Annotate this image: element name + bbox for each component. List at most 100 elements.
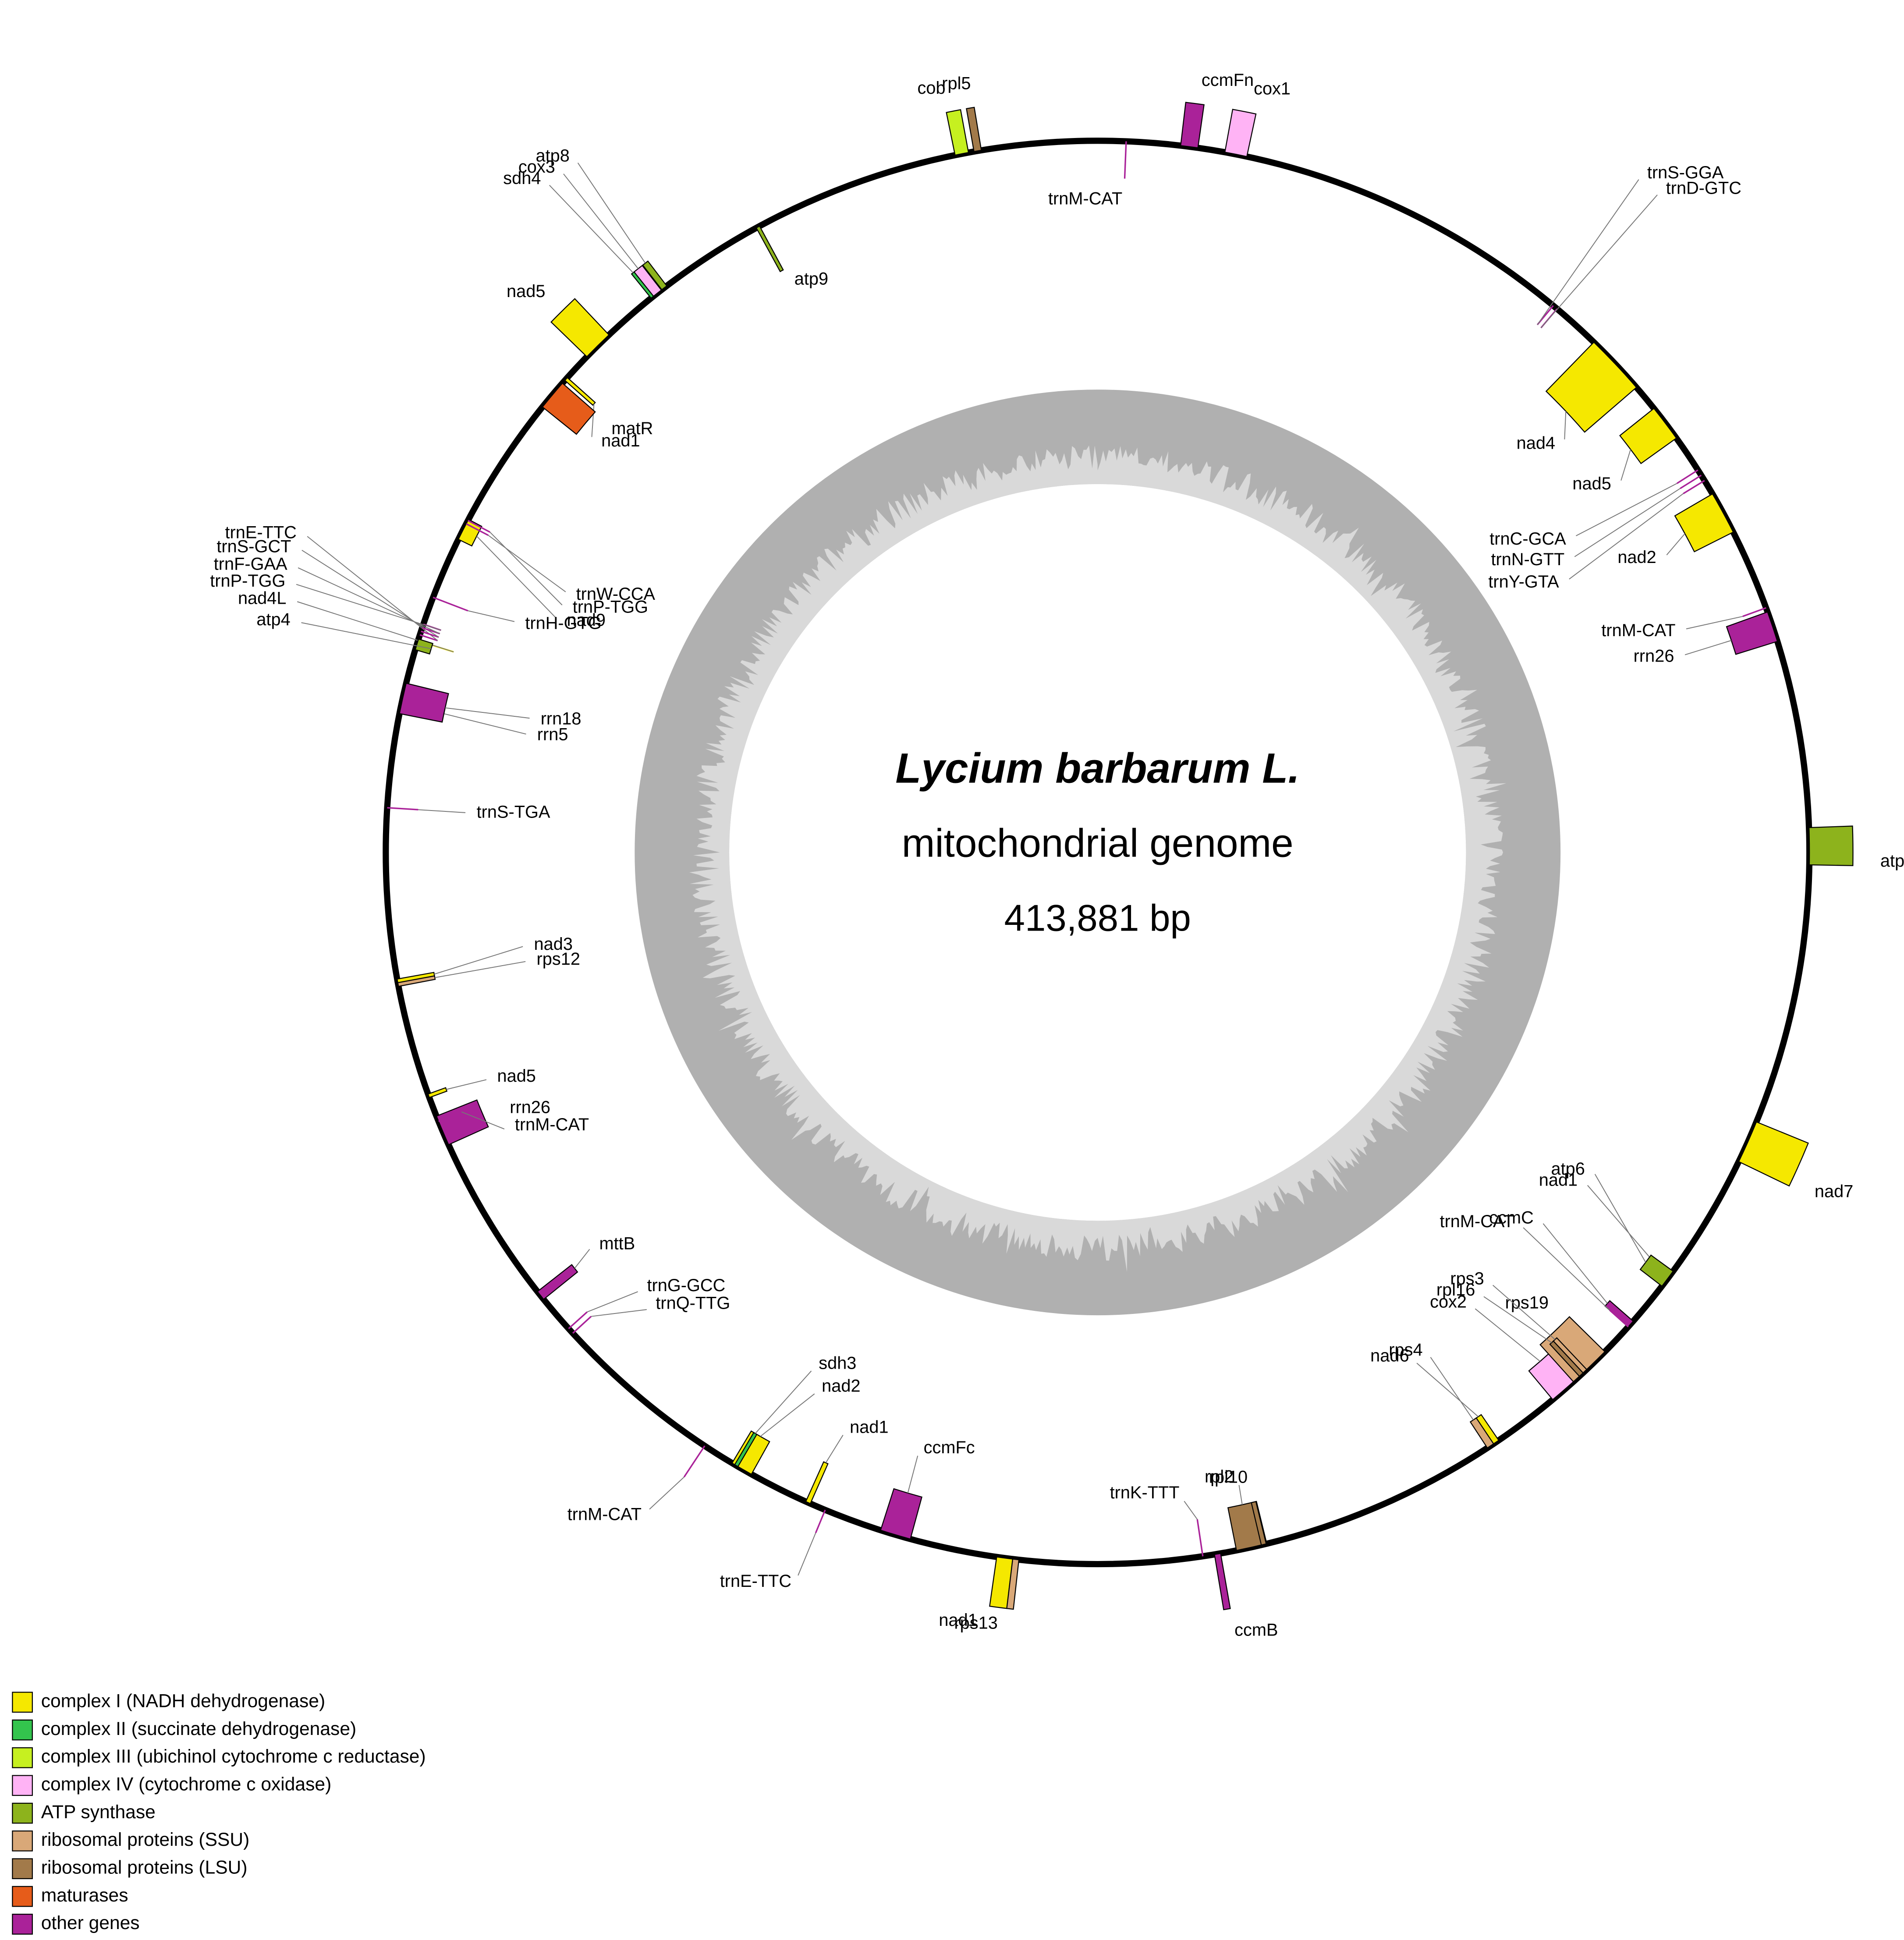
legend-label: ribosomal proteins (LSU) — [41, 1857, 248, 1878]
gene — [1180, 102, 1205, 149]
gene-label: nad1 — [850, 1417, 888, 1437]
gene — [946, 109, 969, 156]
leader-line — [1416, 1363, 1479, 1417]
leader-line — [468, 610, 515, 622]
trna-gene — [572, 1316, 592, 1334]
gene-label: matR — [611, 419, 653, 438]
gene — [805, 1461, 829, 1505]
trna-gene — [387, 807, 418, 811]
gene — [1214, 1553, 1231, 1611]
gene — [1639, 1254, 1674, 1287]
gene-label: cob — [917, 78, 945, 98]
trna-gene — [1683, 480, 1705, 495]
leader-line — [1594, 1174, 1646, 1263]
leader-line — [649, 1476, 684, 1510]
gene — [564, 377, 596, 406]
trna-gene — [466, 523, 489, 536]
leader-line — [1587, 1185, 1652, 1260]
leader-line — [825, 1434, 844, 1463]
legend-swatch — [12, 1802, 33, 1824]
gene-label: trnM-CAT — [515, 1115, 589, 1134]
leader-line — [434, 946, 523, 975]
gene-label: rps13 — [954, 1613, 997, 1632]
leader-line — [1686, 616, 1743, 630]
leader-line — [445, 707, 530, 719]
trna-gene — [1680, 474, 1702, 489]
gene — [1726, 611, 1778, 655]
gene-label: cox2 — [1430, 1292, 1467, 1312]
gene-label: atp9 — [794, 269, 828, 289]
gene-label: nad2 — [822, 1377, 860, 1396]
gene-label: ccmFn — [1202, 71, 1254, 90]
gene-label: trnP-TGG — [210, 571, 285, 591]
gene-label: trnG-GCC — [647, 1276, 725, 1295]
leader-line — [755, 1370, 812, 1434]
leader-line — [301, 622, 432, 649]
gene — [399, 683, 449, 723]
gene-label: nad4 — [1517, 434, 1555, 453]
gene-label: atp8 — [536, 146, 570, 166]
leader-line — [1184, 1501, 1198, 1520]
leader-line — [563, 173, 639, 269]
gene-label: rpl16 — [1436, 1280, 1475, 1299]
gene — [1619, 407, 1677, 464]
gene-label: trnS-TGA — [477, 802, 550, 821]
legend-swatch — [12, 1747, 33, 1768]
gene-label: ccmFc — [924, 1438, 975, 1457]
leader-line — [574, 1249, 590, 1269]
gene-label: trnD-GTC — [1666, 178, 1741, 198]
gene-label: trnE-TTC — [720, 1572, 791, 1591]
leader-line — [418, 809, 466, 813]
gene — [633, 265, 662, 297]
gene-label: rps19 — [1505, 1293, 1549, 1313]
gene — [427, 1087, 448, 1098]
gene — [1674, 493, 1734, 552]
legend-label: maturases — [41, 1885, 128, 1906]
legend-swatch — [12, 1775, 33, 1796]
leader-line — [577, 163, 646, 264]
gene-label: nad1 — [939, 1611, 977, 1630]
leader-line — [476, 535, 557, 619]
leader-line — [296, 584, 441, 631]
gene-label: nad1 — [1539, 1170, 1578, 1189]
gene — [880, 1488, 923, 1540]
gene-label: nad4L — [238, 589, 287, 608]
leader-line — [591, 404, 595, 437]
gene-label: sdh3 — [819, 1354, 856, 1373]
leader-line — [907, 1455, 918, 1494]
leader-line — [1540, 195, 1658, 328]
gene-label: cox1 — [1254, 79, 1291, 99]
legend-label: complex I (NADH dehydrogenase) — [41, 1691, 325, 1712]
trna-gene — [438, 1111, 462, 1122]
leader-line — [1542, 1223, 1608, 1304]
gene-label: trnC-GCA — [1489, 529, 1566, 549]
gene-label: trnM-CAT — [1048, 189, 1122, 209]
gene-label: trnM-CAT — [567, 1505, 642, 1524]
leader-line — [488, 535, 566, 592]
gc-ring-inner — [729, 484, 1466, 1221]
gene-label: trnM-CAT — [1601, 621, 1675, 640]
gc-ring-outer — [635, 389, 1561, 1316]
gene-label: rps12 — [537, 949, 580, 969]
legend-swatch — [12, 1886, 33, 1907]
leader-line — [1564, 411, 1567, 439]
gene — [989, 1556, 1014, 1609]
gene — [1808, 825, 1854, 866]
trna-gene — [468, 520, 490, 533]
trna-gene — [683, 1445, 706, 1478]
genome-length: 413,881 bp — [1004, 897, 1191, 939]
leader-line — [549, 184, 634, 273]
legend-label: complex IV (cytochrome c oxidase) — [41, 1774, 332, 1795]
gene-label: rrn26 — [510, 1097, 550, 1117]
gene-label: nad3 — [534, 935, 573, 954]
gene — [1604, 1300, 1634, 1328]
gene-label: nad1 — [601, 431, 640, 450]
legend-label: complex III (ubichinol cytochrome c redu… — [41, 1746, 426, 1767]
gene — [734, 1432, 758, 1467]
gene-label: atp4 — [256, 610, 290, 629]
gene-label: rrn5 — [537, 725, 568, 744]
leader-line — [1576, 483, 1677, 536]
gene — [436, 1099, 489, 1146]
legend-label: other genes — [41, 1912, 140, 1933]
leader-line — [1574, 488, 1681, 557]
